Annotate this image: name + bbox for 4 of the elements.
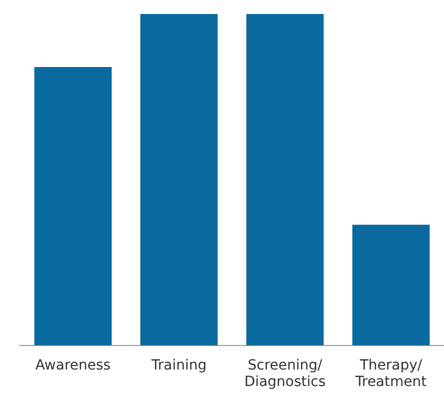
x-tick-label: Awareness [35,357,111,374]
x-tick-label: Therapy/Treatment [354,357,428,390]
x-tick-label: Screening/Diagnostics [244,357,326,390]
x-tick-label: Training [150,357,207,374]
